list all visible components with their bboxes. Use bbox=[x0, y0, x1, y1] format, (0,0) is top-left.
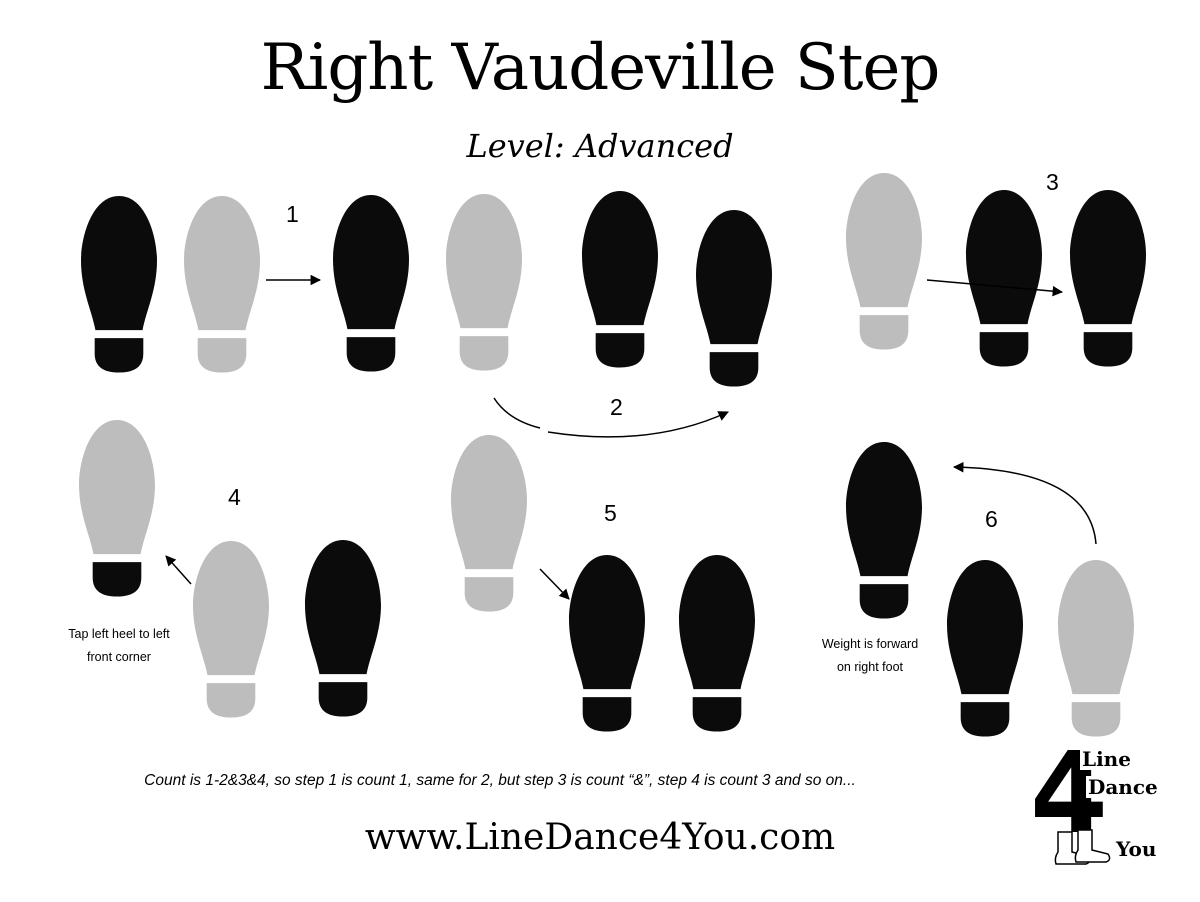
footprint-heel bbox=[318, 682, 368, 717]
step-6-note-line-2: on right foot bbox=[837, 660, 904, 674]
footprint-heel bbox=[464, 577, 514, 612]
footprint-sole bbox=[696, 210, 772, 345]
step-2-arrow bbox=[547, 411, 729, 438]
footprint-sole bbox=[582, 191, 658, 326]
footprint-light-13 bbox=[451, 435, 527, 612]
footprint-heel bbox=[94, 338, 144, 373]
footprint-heel bbox=[197, 338, 247, 373]
footprint-heel bbox=[582, 697, 632, 732]
cowboy-boots-icon bbox=[1054, 829, 1111, 865]
footprint-light-10 bbox=[79, 420, 155, 597]
step-6-note-line-1: Weight is forward bbox=[822, 637, 918, 651]
footprint-sole bbox=[451, 435, 527, 570]
footprint-sole bbox=[966, 190, 1042, 325]
footprint-heel bbox=[709, 352, 759, 387]
step-6-number: 6 bbox=[985, 506, 998, 532]
footprint-light-7 bbox=[846, 173, 922, 350]
footprint-dark-6 bbox=[696, 210, 772, 387]
footprint-dark-12 bbox=[305, 540, 381, 717]
step-5-arrow bbox=[539, 568, 570, 600]
step-3-arrow bbox=[926, 279, 1064, 297]
footprint-dark-16 bbox=[846, 442, 922, 619]
footprint-heel bbox=[859, 315, 909, 350]
footprint-light-18 bbox=[1058, 560, 1134, 737]
footprint-sole bbox=[446, 194, 522, 329]
count-explanation: Count is 1-2&3&4, so step 1 is count 1, … bbox=[144, 772, 856, 789]
footprint-sole bbox=[193, 541, 269, 676]
logo-line-3: You bbox=[1114, 837, 1159, 861]
footprint-dark-3 bbox=[333, 195, 409, 372]
footprint-light-4 bbox=[446, 194, 522, 371]
footprint-heel bbox=[692, 697, 742, 732]
footprint-heel bbox=[206, 683, 256, 718]
footprint-heel bbox=[859, 584, 909, 619]
footprint-sole bbox=[305, 540, 381, 675]
footprint-sole bbox=[333, 195, 409, 330]
step-5-number: 5 bbox=[604, 500, 617, 526]
footprint-light-11 bbox=[193, 541, 269, 718]
footprint-sole bbox=[569, 555, 645, 690]
footprint-sole bbox=[1058, 560, 1134, 695]
step-3-number: 3 bbox=[1046, 169, 1059, 195]
footprint-heel bbox=[459, 336, 509, 371]
step-4-arrow bbox=[165, 555, 192, 585]
footprint-heel bbox=[979, 332, 1029, 367]
footprint-heel bbox=[960, 702, 1010, 737]
step-1-number: 1 bbox=[286, 201, 299, 227]
footprint-dark-15 bbox=[679, 555, 755, 732]
footprint-sole bbox=[846, 173, 922, 308]
step-6-arrow bbox=[952, 461, 1097, 545]
footprints bbox=[79, 173, 1146, 737]
footprint-heel bbox=[1071, 702, 1121, 737]
footprint-sole bbox=[1070, 190, 1146, 325]
footprint-dark-14 bbox=[569, 555, 645, 732]
page-title: Right Vaudeville Step bbox=[260, 31, 941, 105]
footprint-heel bbox=[1083, 332, 1133, 367]
step-2-number: 2 bbox=[610, 394, 623, 420]
level-subtitle: Level: Advanced bbox=[466, 127, 734, 165]
footprint-sole bbox=[947, 560, 1023, 695]
footprint-heel bbox=[92, 562, 142, 597]
footprint-sole bbox=[79, 420, 155, 555]
footprint-light-2 bbox=[184, 196, 260, 373]
footprint-dark-5 bbox=[582, 191, 658, 368]
step-4-number: 4 bbox=[228, 484, 241, 510]
step-2-arc-start bbox=[493, 397, 541, 429]
footprint-heel bbox=[595, 333, 645, 368]
footprint-dark-9 bbox=[1070, 190, 1146, 367]
footprint-sole bbox=[679, 555, 755, 690]
linedance4you-logo: 4 Line Dance You bbox=[1030, 734, 1160, 872]
step-4-note-line-1: Tap left heel to left bbox=[68, 627, 170, 641]
footprint-heel bbox=[346, 337, 396, 372]
step-4-note-line-2: front corner bbox=[87, 650, 151, 664]
footprint-sole bbox=[846, 442, 922, 577]
footprint-sole bbox=[81, 196, 157, 331]
logo-line-1: Line bbox=[1080, 747, 1133, 771]
footprint-dark-1 bbox=[81, 196, 157, 373]
footprint-dark-8 bbox=[966, 190, 1042, 367]
footprint-dark-17 bbox=[947, 560, 1023, 737]
footprint-sole bbox=[184, 196, 260, 331]
website-url: www.LineDance4You.com bbox=[364, 817, 836, 858]
logo-line-2: Dance bbox=[1086, 775, 1160, 799]
